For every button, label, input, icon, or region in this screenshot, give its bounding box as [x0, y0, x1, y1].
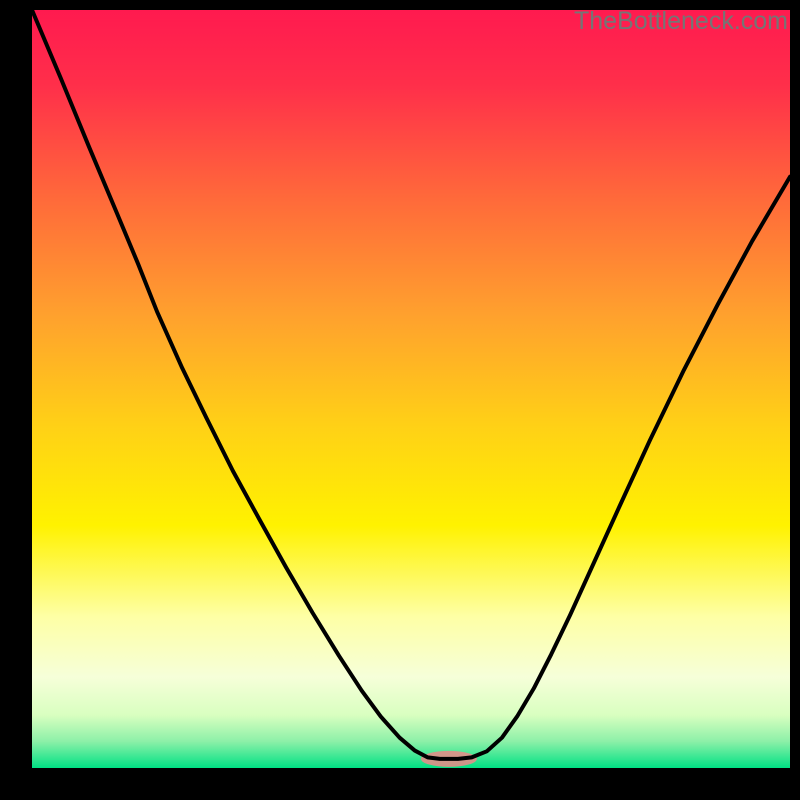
- bottleneck-curve: [32, 10, 790, 768]
- bottleneck-curve-line: [32, 10, 790, 759]
- watermark-text: TheBottleneck.com: [574, 7, 788, 36]
